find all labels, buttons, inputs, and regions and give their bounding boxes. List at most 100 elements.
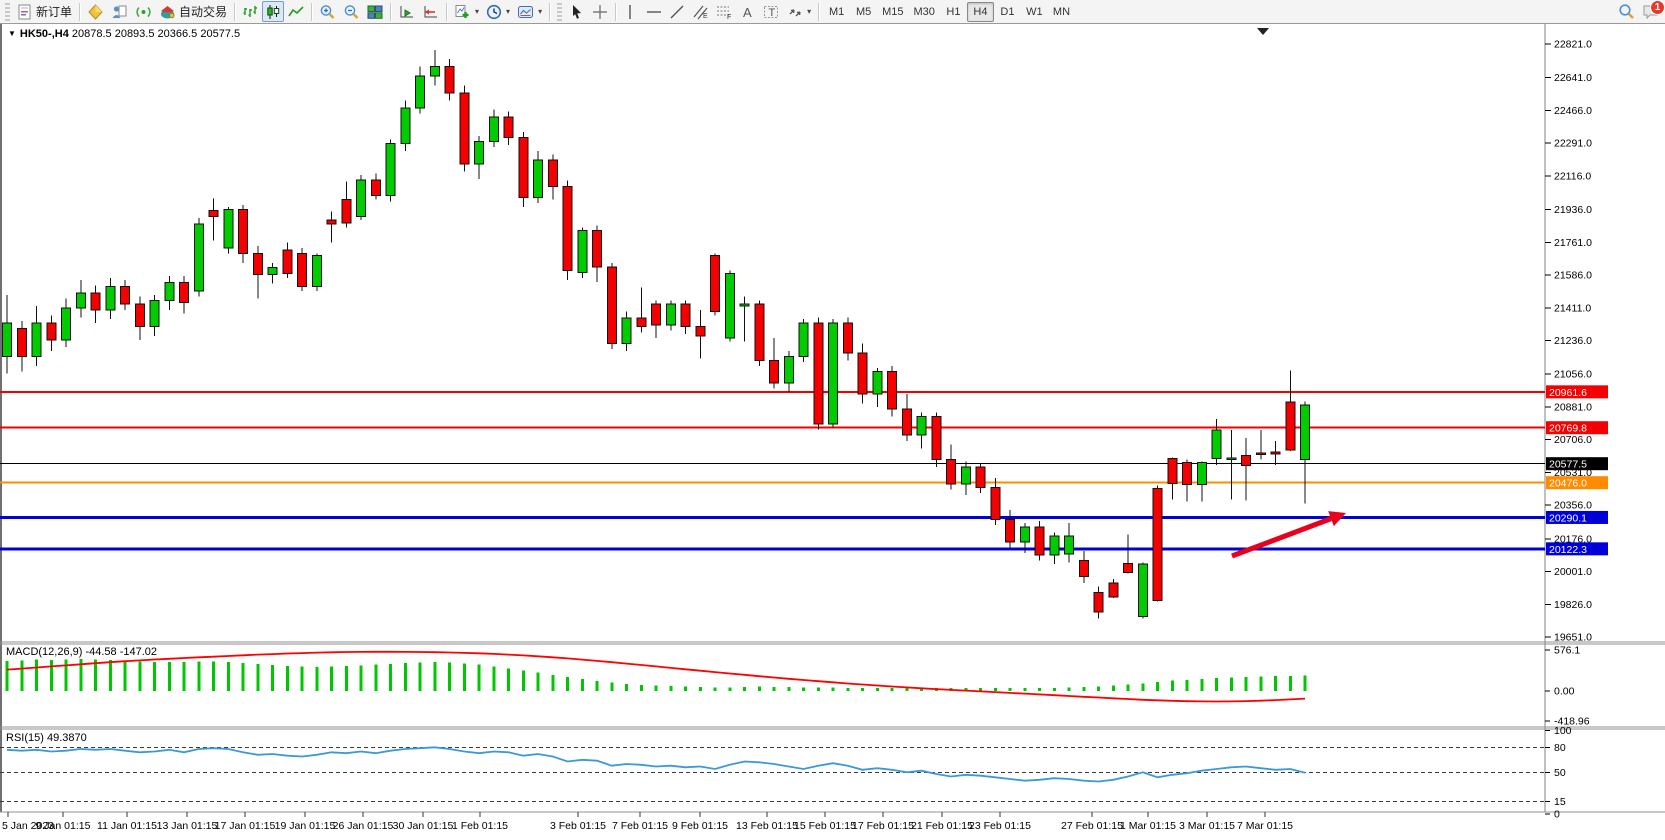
fibonacci-icon: F	[717, 6, 731, 20]
price-axis[interactable]: 22821.0 22641.0 22466.0 22291.0 22116.0 21936…	[1545, 39, 1608, 821]
timeframe-m15-button[interactable]: M15	[877, 2, 908, 22]
price-tag-20290.1	[1546, 510, 1608, 524]
search-button[interactable]	[1615, 1, 1638, 22]
zoom-in-icon	[320, 4, 335, 19]
autotrading-button[interactable]: 自动交易	[156, 1, 230, 22]
horizontal-line-tool-button[interactable]	[643, 1, 665, 22]
channel-tool-button[interactable]: E	[689, 1, 712, 22]
svg-text:7 Mar 01:15: 7 Mar 01:15	[1237, 820, 1293, 832]
toolbar-grip[interactable]	[557, 2, 563, 21]
svg-text:20706.0: 20706.0	[1554, 434, 1592, 446]
timeframe-m1-button[interactable]: M1	[823, 2, 850, 22]
autotrading-icon	[161, 5, 175, 18]
chart-canvas[interactable]: 22821.0 22641.0 22466.0 22291.0 22116.0 21936…	[0, 24, 1665, 840]
market-watch-icon	[88, 3, 103, 20]
timeframe-h4-button[interactable]: H4	[966, 1, 994, 22]
cursor-tool-button[interactable]	[566, 1, 588, 22]
candlestick-chart-button[interactable]	[262, 1, 285, 22]
trend-arrow-annotation[interactable]	[1231, 511, 1346, 559]
svg-text:17 Jan 01:15: 17 Jan 01:15	[215, 820, 276, 832]
svg-text:3 Mar 01:15: 3 Mar 01:15	[1179, 820, 1235, 832]
svg-text:T: T	[769, 7, 776, 19]
chart-shift-button[interactable]	[419, 1, 442, 22]
svg-text:9 Jan 01:15: 9 Jan 01:15	[36, 820, 91, 832]
svg-text:21586.0: 21586.0	[1554, 270, 1592, 282]
price-tag-20476.0	[1546, 476, 1608, 490]
templates-icon	[518, 5, 534, 18]
autoscroll-button[interactable]	[395, 1, 418, 22]
chevron-down-icon: ▾	[475, 7, 480, 16]
svg-text:100: 100	[1554, 725, 1572, 737]
text-icon: A	[743, 5, 752, 20]
timeframe-m30-button[interactable]: M30	[909, 2, 940, 22]
arrows-icon	[789, 8, 801, 16]
separator	[446, 2, 448, 21]
chart-window[interactable]: 22821.0 22641.0 22466.0 22291.0 22116.0 21936…	[0, 24, 1665, 840]
periods-button[interactable]: ▾	[483, 1, 513, 22]
svg-text:50: 50	[1554, 767, 1566, 779]
crosshair-tool-button[interactable]	[589, 1, 611, 22]
svg-text:F: F	[727, 14, 731, 20]
line-chart-button[interactable]	[285, 1, 307, 22]
macd-panel	[5, 650, 1307, 703]
svg-text:19651.0: 19651.0	[1554, 632, 1592, 644]
chart-shift-marker[interactable]	[1257, 28, 1269, 35]
rsi-line	[6, 746, 1306, 783]
chevron-down-icon[interactable]: ▼	[8, 29, 16, 38]
separator	[549, 2, 551, 21]
toolbar: 新订单 自动交易	[0, 0, 1665, 24]
svg-text:20881.0: 20881.0	[1554, 401, 1592, 413]
timeframe-d1-button[interactable]: D1	[994, 2, 1021, 22]
svg-text:22641.0: 22641.0	[1554, 72, 1592, 84]
navigator-button[interactable]	[132, 1, 155, 22]
svg-text:20122.3: 20122.3	[1549, 544, 1587, 556]
svg-text:21411.0: 21411.0	[1554, 302, 1591, 314]
data-window-button[interactable]	[108, 1, 131, 22]
channel-icon: E	[693, 5, 708, 20]
timeframe-w1-button[interactable]: W1	[1021, 2, 1048, 22]
text-tool-button[interactable]: A	[737, 1, 759, 22]
trendline-tool-button[interactable]	[666, 1, 688, 22]
trendline-icon	[670, 5, 684, 18]
new-order-button[interactable]: 新订单	[14, 1, 75, 22]
svg-text:30 Jan 01:15: 30 Jan 01:15	[393, 820, 454, 832]
toolbar-grip[interactable]	[5, 2, 10, 21]
indicators-button[interactable]: ▾	[451, 1, 482, 22]
separator	[311, 2, 313, 21]
svg-text:11 Jan 01:15: 11 Jan 01:15	[97, 820, 157, 832]
separator	[615, 2, 617, 21]
crosshair-icon	[593, 4, 608, 19]
svg-text:576.1: 576.1	[1554, 644, 1580, 656]
svg-text:22466.0: 22466.0	[1554, 105, 1592, 117]
timeframe-mn-button[interactable]: MN	[1048, 2, 1075, 22]
notifications-button[interactable]: 1	[1639, 0, 1665, 22]
svg-text:20961.6: 20961.6	[1549, 387, 1587, 399]
market-watch-button[interactable]	[84, 1, 107, 22]
vertical-line-tool-button[interactable]	[620, 1, 642, 22]
svg-text:17 Feb 01:15: 17 Feb 01:15	[852, 820, 914, 832]
fibonacci-tool-button[interactable]: F	[713, 1, 736, 22]
zoom-out-icon	[344, 4, 359, 19]
timeframe-h1-button[interactable]: H1	[940, 2, 967, 22]
bar-chart-button[interactable]	[239, 1, 261, 22]
hline-icon	[647, 10, 662, 13]
templates-button[interactable]: ▾	[514, 1, 545, 22]
macd-signal-line	[6, 650, 1306, 703]
line-chart-icon	[288, 5, 304, 16]
svg-text:1 Mar 01:15: 1 Mar 01:15	[1120, 820, 1176, 832]
zoom-in-button[interactable]	[316, 1, 339, 22]
support-resistance-lines[interactable]	[0, 390, 1545, 551]
new-order-label: 新订单	[36, 5, 73, 19]
svg-text:21 Feb 01:15: 21 Feb 01:15	[911, 820, 973, 832]
text-label-tool-button[interactable]: T	[760, 1, 783, 22]
svg-text:27 Feb 01:15: 27 Feb 01:15	[1061, 820, 1123, 832]
chart-shift-icon	[424, 5, 438, 17]
timeframe-m5-button[interactable]: M5	[850, 2, 877, 22]
tile-windows-button[interactable]	[364, 1, 386, 22]
arrows-tool-button[interactable]: ▾	[784, 1, 814, 22]
svg-text:9 Feb 01:15: 9 Feb 01:15	[672, 820, 728, 832]
svg-text:15 Feb 01:15: 15 Feb 01:15	[794, 820, 856, 832]
zoom-out-button[interactable]	[340, 1, 363, 22]
notification-badge: 1	[1650, 0, 1665, 15]
